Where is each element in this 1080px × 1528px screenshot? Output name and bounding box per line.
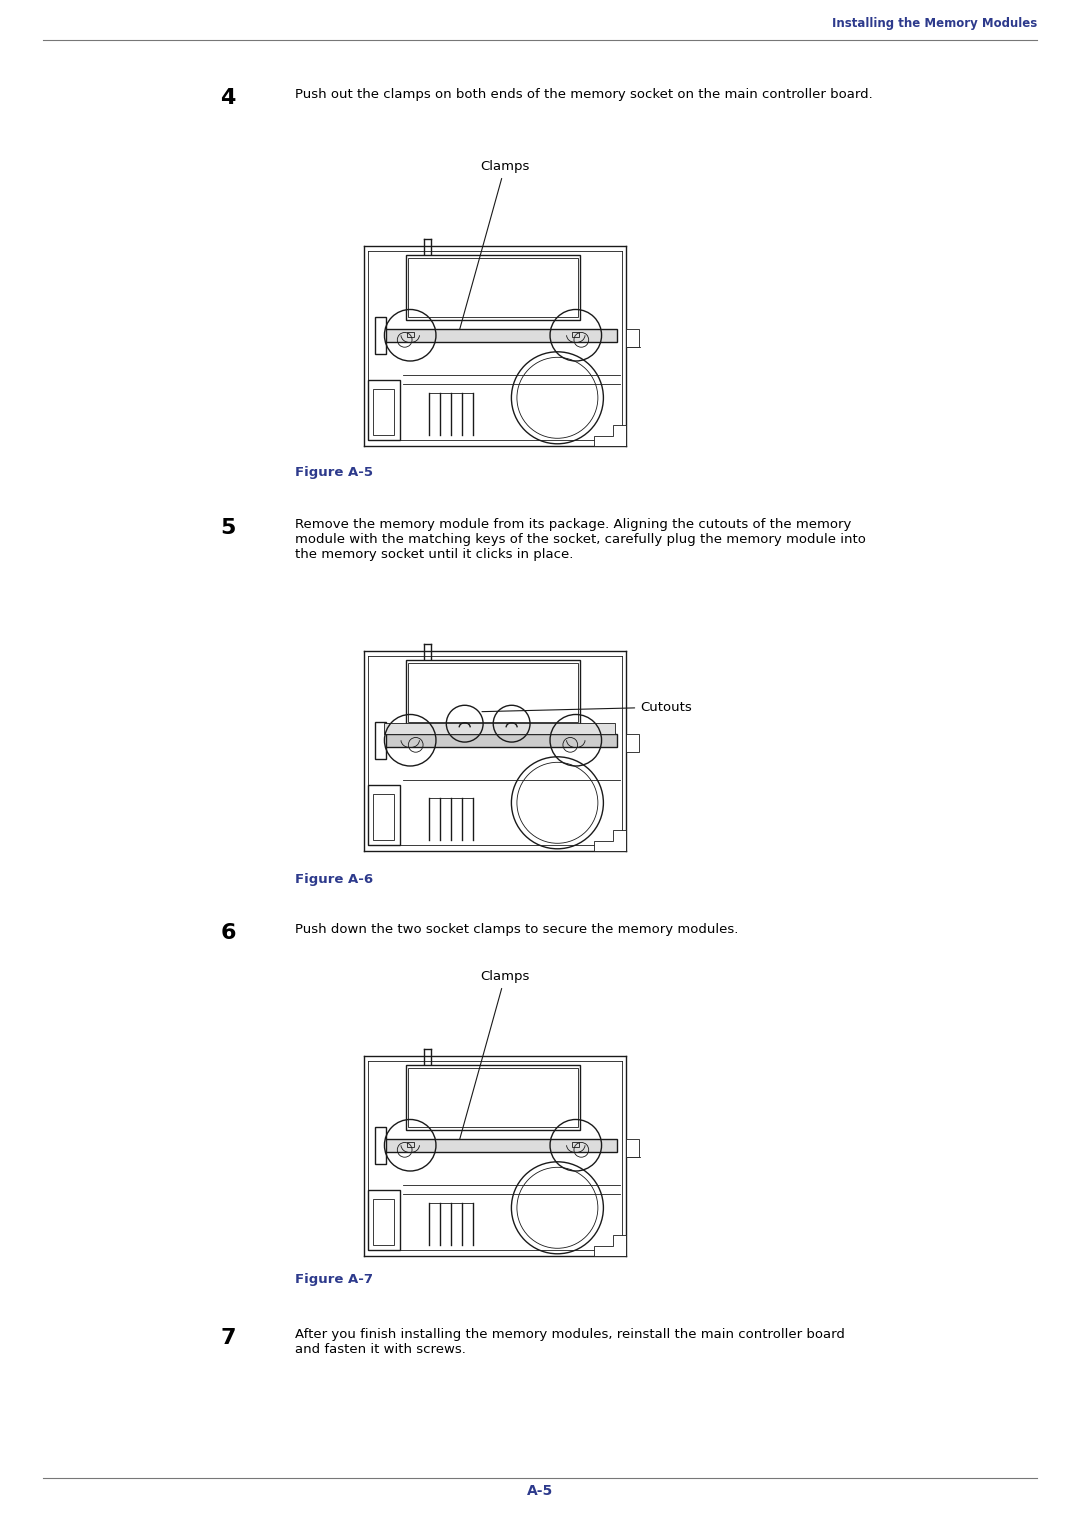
Bar — [382, 329, 617, 342]
Bar — [382, 1138, 617, 1152]
Bar — [572, 332, 579, 338]
Bar — [375, 721, 387, 758]
Text: Figure A-5: Figure A-5 — [295, 466, 373, 478]
Bar — [406, 255, 580, 319]
Text: Push down the two socket clamps to secure the memory modules.: Push down the two socket clamps to secur… — [295, 923, 739, 937]
Text: Installing the Memory Modules: Installing the Memory Modules — [832, 17, 1037, 31]
Text: Clamps: Clamps — [459, 160, 529, 333]
Bar — [374, 1198, 393, 1245]
Text: Figure A-6: Figure A-6 — [295, 872, 373, 886]
Text: After you finish installing the memory modules, reinstall the main controller bo: After you finish installing the memory m… — [295, 1328, 845, 1355]
Bar — [374, 793, 393, 839]
Text: Cutouts: Cutouts — [482, 701, 692, 714]
Text: 6: 6 — [220, 923, 235, 943]
Bar — [407, 1141, 414, 1148]
Text: Clamps: Clamps — [459, 970, 529, 1143]
Text: 5: 5 — [220, 518, 235, 538]
Polygon shape — [594, 1236, 626, 1256]
Text: 7: 7 — [220, 1328, 235, 1348]
Bar — [384, 723, 616, 733]
Text: Push out the clamps on both ends of the memory socket on the main controller boa: Push out the clamps on both ends of the … — [295, 89, 873, 101]
Bar — [368, 785, 400, 845]
Bar — [408, 663, 578, 721]
Bar — [375, 1126, 387, 1164]
Bar — [626, 1138, 639, 1157]
Bar — [368, 1190, 400, 1250]
Polygon shape — [594, 830, 626, 851]
Bar — [374, 388, 393, 434]
Text: 4: 4 — [220, 89, 235, 108]
Text: A-5: A-5 — [527, 1484, 553, 1497]
Bar — [368, 380, 400, 440]
Bar — [408, 1068, 578, 1126]
Bar — [408, 258, 578, 316]
Bar — [626, 733, 639, 752]
Bar — [407, 332, 414, 338]
Bar — [382, 733, 617, 747]
Bar — [406, 1065, 580, 1129]
Bar — [375, 316, 387, 353]
Polygon shape — [594, 425, 626, 446]
Bar — [406, 660, 580, 724]
Text: Figure A-7: Figure A-7 — [295, 1273, 373, 1287]
Bar — [626, 329, 639, 347]
Text: Remove the memory module from its package. Aligning the cutouts of the memory
mo: Remove the memory module from its packag… — [295, 518, 866, 561]
Bar — [572, 1141, 579, 1148]
